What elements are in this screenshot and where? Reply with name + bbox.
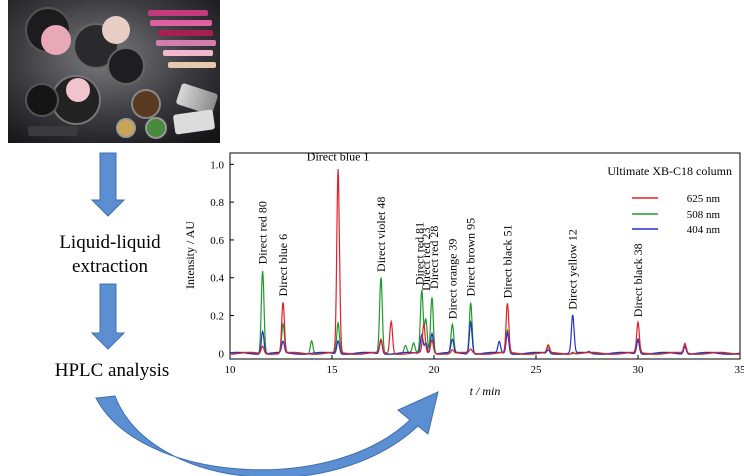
x-tick-label: 15	[327, 364, 339, 376]
y-tick-label: 0.4	[210, 273, 224, 285]
plot-frame	[229, 152, 741, 360]
peak-label: Direct violet 48	[374, 197, 388, 272]
peak-label: Direct blue 1	[307, 149, 370, 163]
chromatogram-chart: 10 15 20 25 30 35 0 0.2 0.4 0.6 0.8 1.0 Direct red …	[183, 149, 744, 398]
step-hplc: HPLC analysis	[54, 360, 170, 381]
peak-label: Direct yellow 12	[566, 229, 580, 310]
x-axis-label: t / min	[470, 384, 501, 398]
legend: 625 nm 508 nm 404 nm	[632, 193, 720, 236]
down-arrow-1-icon	[90, 152, 126, 217]
peak-label: Direct red 28	[427, 226, 441, 289]
y-tick-label: 0.6	[210, 235, 224, 247]
x-tick-label: 25	[531, 364, 543, 376]
peak-label: Direct brown 95	[464, 218, 478, 297]
x-tick-label: 30	[633, 364, 645, 376]
y-axis-label: Intensity / AU	[183, 221, 197, 289]
x-tick-label: 20	[429, 364, 441, 376]
x-tick-label: 10	[225, 364, 237, 376]
step-extraction: Liquid-liquid extraction	[59, 232, 161, 277]
legend-625: 625 nm	[687, 193, 721, 205]
curved-arrow-icon	[95, 391, 439, 476]
y-tick-label: 0.8	[210, 197, 224, 209]
y-tick-label: 0	[219, 348, 225, 360]
peak-label: Direct black 38	[631, 243, 645, 317]
y-tick-label: 0.2	[210, 311, 224, 323]
legend-508: 508 nm	[687, 209, 721, 221]
chart-title: Ultimate XB-C18 column	[607, 164, 732, 178]
down-arrow-2-icon	[90, 283, 126, 350]
peak-label: Direct black 51	[500, 224, 514, 298]
trace-625nm	[230, 169, 740, 355]
peak-label: Direct red 23	[419, 228, 433, 291]
x-tick-label: 35	[735, 364, 744, 376]
cosmetics-photo	[8, 0, 220, 143]
trace-508nm	[230, 271, 741, 355]
trace-404nm	[230, 314, 740, 355]
legend-404: 404 nm	[687, 224, 721, 236]
peak-label: Direct red 81	[413, 222, 427, 285]
peak-label: Direct orange 39	[445, 239, 459, 320]
peak-label: Direct red 80	[256, 201, 270, 264]
lipstick-row	[148, 10, 216, 68]
y-tick-label: 1.0	[210, 159, 224, 171]
peak-label: Direct blue 6	[276, 234, 290, 297]
